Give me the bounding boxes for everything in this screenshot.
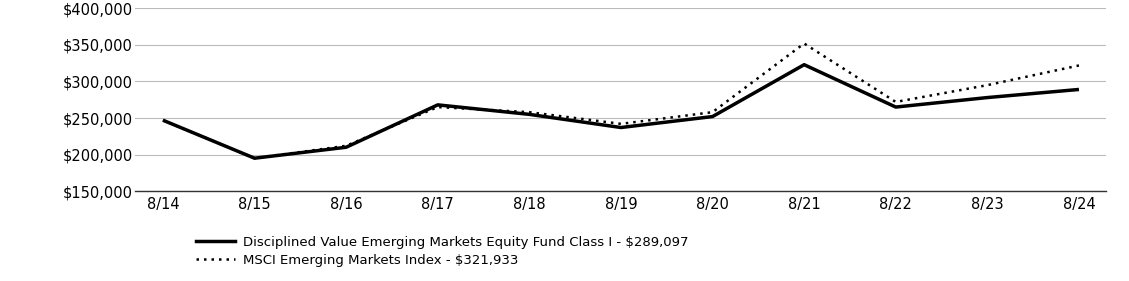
MSCI Emerging Markets Index - $321,933 [340,144,353,148]
MSCI Emerging Markets Index - $321,933 [889,100,902,104]
Disciplined Value Emerging Markets Equity Fund Class I - $289,097 [431,103,445,106]
MSCI Emerging Markets Index - $321,933 [614,122,628,126]
MSCI Emerging Markets Index - $321,933 [706,110,719,114]
Disciplined Value Emerging Markets Equity Fund Class I - $289,097 [706,115,719,118]
Disciplined Value Emerging Markets Equity Fund Class I - $289,097 [981,96,995,99]
Disciplined Value Emerging Markets Equity Fund Class I - $289,097 [247,157,261,160]
Line: Disciplined Value Emerging Markets Equity Fund Class I - $289,097: Disciplined Value Emerging Markets Equit… [163,65,1079,158]
MSCI Emerging Markets Index - $321,933 [156,119,169,122]
MSCI Emerging Markets Index - $321,933 [431,105,445,109]
MSCI Emerging Markets Index - $321,933 [797,42,811,45]
Disciplined Value Emerging Markets Equity Fund Class I - $289,097 [614,126,628,129]
Disciplined Value Emerging Markets Equity Fund Class I - $289,097 [156,119,169,122]
MSCI Emerging Markets Index - $321,933 [247,157,261,160]
Disciplined Value Emerging Markets Equity Fund Class I - $289,097 [1073,88,1086,91]
Legend: Disciplined Value Emerging Markets Equity Fund Class I - $289,097, MSCI Emerging: Disciplined Value Emerging Markets Equit… [191,230,694,273]
MSCI Emerging Markets Index - $321,933 [1073,64,1086,67]
Disciplined Value Emerging Markets Equity Fund Class I - $289,097 [797,63,811,66]
MSCI Emerging Markets Index - $321,933 [981,83,995,87]
Disciplined Value Emerging Markets Equity Fund Class I - $289,097 [523,113,536,116]
Disciplined Value Emerging Markets Equity Fund Class I - $289,097 [889,105,902,109]
Line: MSCI Emerging Markets Index - $321,933: MSCI Emerging Markets Index - $321,933 [163,44,1079,158]
MSCI Emerging Markets Index - $321,933 [523,110,536,114]
Disciplined Value Emerging Markets Equity Fund Class I - $289,097 [340,146,353,149]
